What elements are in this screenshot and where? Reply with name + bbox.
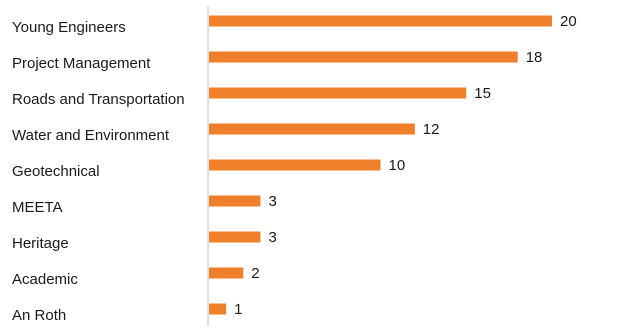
value-label: 3 [268,193,276,210]
bar [209,267,244,279]
category-label: Water and Environment [12,127,170,144]
value-label: 12 [423,121,440,138]
value-labels-group: 20 18 15 12 10 3 3 2 1 [234,13,577,318]
category-label: Young Engineers [12,19,126,36]
category-labels-group: Young Engineers Project Management Roads a… [12,19,185,324]
bar [209,231,261,243]
value-label: 1 [234,301,242,318]
category-label: Geotechnical [12,163,100,180]
bar [209,159,381,171]
category-label: An Roth [12,307,66,324]
value-label: 15 [474,85,491,102]
bar [209,87,467,99]
category-label: MEETA [12,199,63,216]
value-label: 10 [389,157,406,174]
bar [209,15,552,27]
bar [209,303,227,315]
bar [209,195,261,207]
bars-group [209,15,552,315]
bar [209,123,415,135]
category-label: Project Management [12,55,151,72]
value-label: 2 [251,265,259,282]
category-label: Academic [12,271,78,288]
category-label: Roads and Transportation [12,91,185,108]
value-label: 20 [560,13,577,30]
category-label: Heritage [12,235,69,252]
value-label: 3 [268,229,276,246]
value-label: 18 [526,49,543,66]
bar [209,51,518,63]
